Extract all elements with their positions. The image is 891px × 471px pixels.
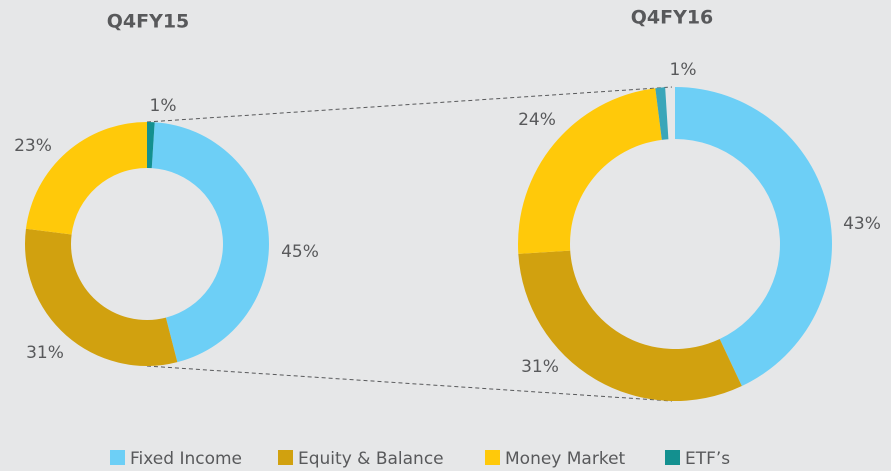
slice: ETF’s xyxy=(147,122,155,169)
legend-swatch xyxy=(278,450,293,465)
value-label: 23% xyxy=(14,136,52,156)
chart-title: Q4FY15 xyxy=(107,11,190,33)
slice: Money Market xyxy=(25,122,147,235)
slice: Equity & Balance xyxy=(518,250,742,402)
slice: ETF’s xyxy=(655,87,669,140)
value-label: 24% xyxy=(518,110,556,130)
value-label: 43% xyxy=(843,214,881,234)
chart-title: Q4FY16 xyxy=(631,7,714,29)
slice: Fixed Income xyxy=(675,87,832,387)
connector xyxy=(146,86,673,123)
value-label: 45% xyxy=(281,242,319,262)
slice: Money Market xyxy=(518,88,662,254)
value-label: 31% xyxy=(26,343,64,363)
legend-swatch xyxy=(485,450,500,465)
legend-swatch xyxy=(665,450,680,465)
legend-label: Money Market xyxy=(505,449,626,469)
legend-label: Fixed Income xyxy=(130,449,242,469)
value-label: 1% xyxy=(670,60,697,80)
value-label: 1% xyxy=(150,96,177,116)
value-label: 31% xyxy=(521,357,559,377)
slice: Equity & Balance xyxy=(25,228,178,366)
connector xyxy=(146,365,673,402)
legend-label: Equity & Balance xyxy=(298,449,444,469)
legend-swatch xyxy=(110,450,125,465)
slice: Fixed Income xyxy=(151,122,269,363)
legend-label: ETF’s xyxy=(685,449,730,469)
